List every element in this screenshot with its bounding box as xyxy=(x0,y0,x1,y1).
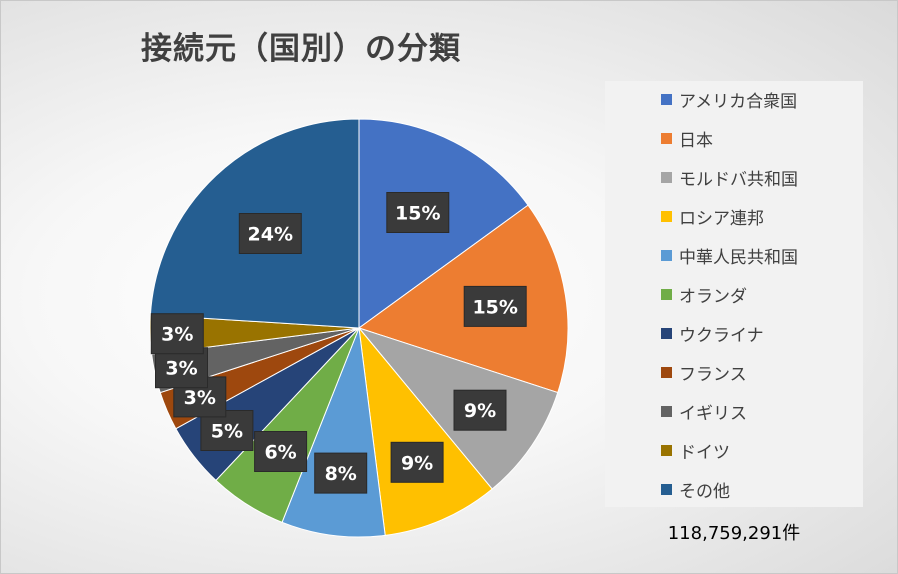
data-label-text: 15% xyxy=(472,296,517,318)
data-label-text: 9% xyxy=(464,400,496,422)
legend-item: ドイツ xyxy=(605,438,730,463)
data-label-5: 8% xyxy=(314,452,368,494)
data-label-10: 3% xyxy=(150,313,204,355)
pie-slice-2 xyxy=(357,204,569,394)
legend-swatch xyxy=(661,327,672,339)
legend-item: その他 xyxy=(605,477,730,502)
legend-swatch xyxy=(661,483,672,495)
legend-swatch xyxy=(661,405,672,417)
legend-swatch xyxy=(661,132,672,144)
data-label-1: 15% xyxy=(386,192,450,233)
legend-item: オランダ xyxy=(605,282,747,307)
legend-label: ロシア連邦 xyxy=(679,208,764,229)
legend-item: 中華人民共和国 xyxy=(605,243,798,268)
legend-item: イギリス xyxy=(605,399,747,424)
legend-label: ウクライナ xyxy=(679,325,764,346)
data-label-text: 3% xyxy=(184,387,216,409)
data-label-text: 5% xyxy=(211,421,243,443)
data-label-6: 6% xyxy=(254,431,308,472)
data-label-text: 6% xyxy=(264,442,296,464)
data-label-11: 24% xyxy=(238,213,302,254)
legend-swatch xyxy=(661,210,672,222)
legend-swatch xyxy=(661,444,672,456)
legend-label: 中華人民共和国 xyxy=(679,247,798,268)
data-label-text: 24% xyxy=(248,224,293,246)
legend-swatch xyxy=(661,366,672,378)
legend-item: モルドバ共和国 xyxy=(605,165,798,190)
legend-label: ドイツ xyxy=(679,442,730,463)
pie-chart: 15% 15% 9% 9% 8% 6% 5% 3% 3% 3% 24% xyxy=(149,118,569,538)
legend-label: アメリカ合衆国 xyxy=(679,91,798,112)
legend-item: ロシア連邦 xyxy=(605,204,764,229)
chart-title: 接続元（国別）の分類 xyxy=(141,31,461,67)
legend-item: フランス xyxy=(605,360,747,385)
legend-label: オランダ xyxy=(679,286,747,307)
legend-swatch xyxy=(661,249,672,261)
chart-legend: アメリカ合衆国 日本モルドバ共和国 ロシア連邦中華人民共和国 オランダウクライナフラン… xyxy=(605,81,863,507)
legend-label: モルドバ共和国 xyxy=(679,169,798,190)
legend-label: フランス xyxy=(679,364,747,385)
data-label-3: 9% xyxy=(453,389,507,431)
legend-swatch xyxy=(661,93,672,105)
data-label-4: 9% xyxy=(390,441,444,483)
data-label-text: 8% xyxy=(325,463,357,485)
legend-label: その他 xyxy=(679,481,730,502)
legend-label: イギリス xyxy=(679,403,747,424)
data-label-text: 15% xyxy=(395,203,440,225)
legend-item: アメリカ合衆国 xyxy=(605,87,798,112)
legend-swatch xyxy=(661,171,672,183)
data-label-text: 3% xyxy=(161,324,193,346)
legend-item: ウクライナ xyxy=(605,321,764,346)
data-label-text: 3% xyxy=(165,358,197,380)
legend-label: 日本 xyxy=(679,130,713,151)
legend-swatch xyxy=(661,288,672,300)
pie-slice-4 xyxy=(358,326,493,536)
data-label-text: 9% xyxy=(401,452,433,474)
legend-item: 日本 xyxy=(605,126,713,151)
data-label-2: 15% xyxy=(463,285,527,327)
total-count: 118,759,291件 xyxy=(667,523,801,544)
